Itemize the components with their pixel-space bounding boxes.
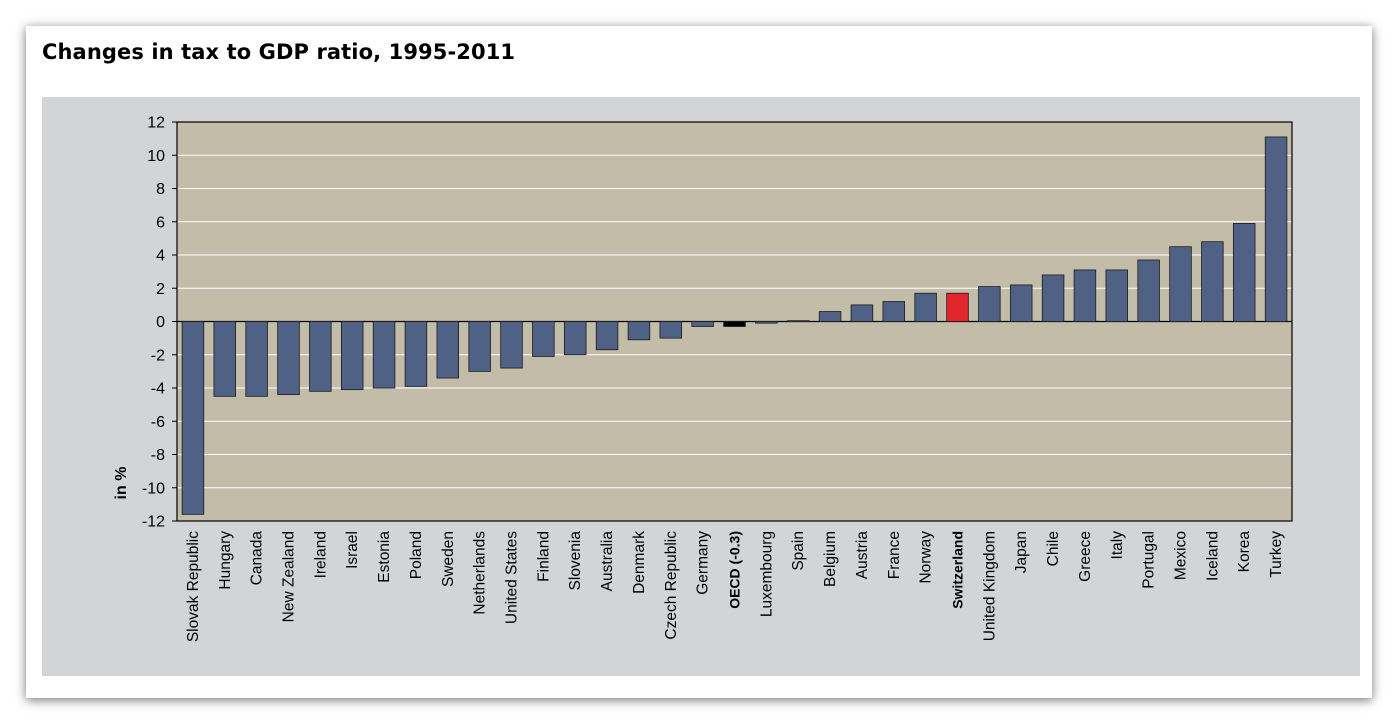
category-label-chile: Chile	[1045, 531, 1062, 566]
category-label-australia: Australia	[599, 531, 616, 592]
category-label-portugal: Portugal	[1141, 531, 1158, 589]
bar-estonia	[372, 321, 396, 389]
bar-united-kingdom	[978, 286, 1001, 322]
bar-canada	[245, 321, 268, 397]
bar-portugal	[1137, 259, 1160, 322]
category-label-mexico: Mexico	[1173, 531, 1190, 580]
bar-korea	[1232, 223, 1256, 322]
category-label-israel: Israel	[344, 531, 361, 569]
bar-mexico	[1169, 246, 1192, 322]
y-tick-label: -2	[151, 347, 165, 364]
category-label-slovenia: Slovenia	[567, 531, 584, 591]
category-label-united-states: United States	[504, 531, 521, 624]
category-label-estonia: Estonia	[376, 531, 393, 583]
y-tick-label: -4	[151, 381, 165, 398]
bar-united-states	[500, 321, 523, 369]
category-label-czech-republic: Czech Republic	[663, 531, 680, 640]
category-label-belgium: Belgium	[822, 531, 839, 587]
category-label-hungary: Hungary	[217, 531, 234, 590]
bar-france	[882, 301, 906, 322]
bar-switzerland	[946, 292, 969, 322]
bar-netherlands	[468, 321, 491, 372]
category-label-korea: Korea	[1236, 531, 1253, 573]
bar-sweden	[436, 321, 460, 379]
category-label-italy: Italy	[1109, 531, 1126, 560]
bar-finland	[532, 321, 555, 357]
category-label-sweden: Sweden	[440, 531, 457, 587]
category-label-luxembourg: Luxembourg	[758, 531, 775, 617]
category-label-switzerland: Switzerland	[950, 531, 966, 609]
chart-title: Changes in tax to GDP ratio, 1995-2011	[42, 40, 516, 64]
bar-germany	[691, 321, 714, 327]
category-label-germany: Germany	[695, 531, 712, 595]
chart-card: Changes in tax to GDP ratio, 1995-2011 S…	[26, 26, 1372, 698]
bar-belgium	[818, 311, 842, 322]
bar-austria	[850, 304, 874, 322]
bar-ireland	[309, 321, 332, 392]
bar-new-zealand	[277, 321, 300, 396]
category-label-slovak-republic: Slovak Republic	[185, 531, 202, 642]
category-label-united-kingdom: United Kingdom	[981, 531, 998, 641]
category-label-france: France	[886, 531, 903, 579]
category-label-turkey: Turkey	[1268, 531, 1285, 578]
category-label-japan: Japan	[1013, 531, 1030, 573]
category-label-new-zealand: New Zealand	[281, 531, 298, 622]
bar-japan	[1009, 284, 1033, 322]
bar-iceland	[1201, 241, 1224, 322]
category-label-ireland: Ireland	[312, 531, 329, 578]
bar-chart: Slovak Republic Hungary Canada New Zealand I…	[113, 115, 1293, 642]
bar-slovenia	[563, 321, 587, 356]
category-label-oecd-0-3: OECD (-0.3)	[727, 531, 743, 609]
bar-chile	[1041, 274, 1065, 322]
y-tick-label: 8	[156, 181, 165, 198]
bar-italy	[1105, 269, 1129, 322]
bar-turkey	[1264, 136, 1288, 322]
bar-greece	[1073, 269, 1097, 322]
bar-denmark	[627, 321, 651, 341]
bar-oecd-0-3	[723, 321, 746, 327]
bar-spain	[786, 320, 810, 323]
bar-luxembourg	[755, 321, 778, 324]
bar-hungary	[213, 321, 237, 397]
category-label-canada: Canada	[249, 531, 266, 586]
category-label-iceland: Iceland	[1204, 531, 1221, 581]
chart-panel: Slovak Republic Hungary Canada New Zealand I…	[42, 97, 1360, 676]
bar-norway	[914, 292, 937, 322]
y-axis-label: in %	[113, 467, 130, 500]
y-tick-label: -10	[142, 480, 165, 497]
y-tick-label: 4	[156, 248, 165, 265]
bar-poland	[404, 321, 428, 387]
category-label-finland: Finland	[535, 531, 552, 582]
category-label-greece: Greece	[1077, 531, 1094, 582]
category-label-denmark: Denmark	[631, 531, 648, 594]
y-tick-label: 10	[147, 148, 165, 165]
category-label-norway: Norway	[918, 531, 935, 584]
category-label-poland: Poland	[408, 531, 425, 579]
category-label-austria: Austria	[854, 531, 871, 580]
bar-israel	[340, 321, 364, 391]
category-label-spain: Spain	[790, 531, 807, 571]
y-tick-label: 6	[156, 214, 165, 231]
y-tick-label: 0	[156, 314, 165, 331]
y-tick-label: 2	[156, 281, 165, 298]
bar-czech-republic	[659, 321, 683, 339]
y-tick-label: -8	[151, 447, 165, 464]
bar-australia	[595, 321, 619, 351]
y-tick-label: 12	[147, 115, 165, 132]
bar-slovak-republic	[181, 321, 205, 515]
y-tick-label: -12	[142, 514, 165, 531]
y-tick-label: -6	[151, 414, 165, 431]
category-label-netherlands: Netherlands	[472, 531, 489, 615]
